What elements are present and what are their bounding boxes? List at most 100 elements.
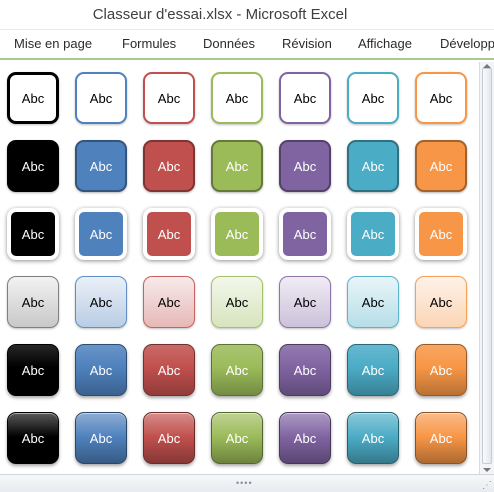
shape-style-intense-7[interactable]: Abc <box>415 344 467 396</box>
shape-style-intense-4[interactable]: Abc <box>211 344 263 396</box>
shape-style-intense-3[interactable]: Abc <box>143 344 195 396</box>
style-preview-label: Abc <box>157 158 181 174</box>
tab-affichage[interactable]: Affichage <box>358 36 412 51</box>
shape-style-outline-4[interactable]: Abc <box>211 72 263 124</box>
tab-revision[interactable]: Révision <box>282 36 332 51</box>
shape-style-subtle-gradient-1[interactable]: Abc <box>7 276 59 328</box>
style-preview-label: Abc <box>225 430 249 446</box>
shape-style-filled-white-border-5[interactable]: Abc <box>279 208 331 260</box>
style-preview-label: Abc <box>429 294 453 310</box>
style-preview-label: Abc <box>157 90 181 106</box>
shape-style-filled-bordered-4[interactable]: Abc <box>211 140 263 192</box>
style-preview-label: Abc <box>225 362 249 378</box>
style-preview-label: Abc <box>89 90 113 106</box>
shape-style-subtle-gradient-7[interactable]: Abc <box>415 276 467 328</box>
shape-style-subtle-gradient-5[interactable]: Abc <box>279 276 331 328</box>
shape-style-filled-white-border-2[interactable]: Abc <box>75 208 127 260</box>
style-preview-label: Abc <box>21 362 45 378</box>
shape-style-glossy-4[interactable]: Abc <box>211 412 263 464</box>
style-preview-label: Abc <box>429 158 453 174</box>
style-preview-label: Abc <box>225 90 249 106</box>
style-preview-label: Abc <box>361 362 385 378</box>
style-preview-label: Abc <box>361 158 385 174</box>
shape-style-subtle-gradient-3[interactable]: Abc <box>143 276 195 328</box>
style-preview-label: Abc <box>21 158 45 174</box>
style-preview-label: Abc <box>89 226 113 242</box>
style-preview-label: Abc <box>89 430 113 446</box>
shape-style-outline-5[interactable]: Abc <box>279 72 331 124</box>
ribbon-tabs: Mise en page Formules Données Révision A… <box>0 30 494 60</box>
style-preview-label: Abc <box>361 294 385 310</box>
shape-style-filled-white-border-6[interactable]: Abc <box>347 208 399 260</box>
style-preview-label: Abc <box>21 90 45 106</box>
tab-donnees[interactable]: Données <box>203 36 256 51</box>
style-preview-label: Abc <box>225 226 249 242</box>
style-preview-label: Abc <box>89 158 113 174</box>
shape-style-filled-bordered-5[interactable]: Abc <box>279 140 331 192</box>
shape-style-intense-6[interactable]: Abc <box>347 344 399 396</box>
style-preview-label: Abc <box>89 362 113 378</box>
shape-style-subtle-gradient-2[interactable]: Abc <box>75 276 127 328</box>
shape-style-outline-1[interactable]: Abc <box>7 72 59 124</box>
window-title: Classeur d'essai.xlsx - Microsoft Excel <box>92 6 348 23</box>
tab-formules[interactable]: Formules <box>122 36 177 51</box>
shape-style-filled-white-border-7[interactable]: Abc <box>415 208 467 260</box>
shape-style-filled-bordered-1[interactable]: Abc <box>7 140 59 192</box>
style-preview-label: Abc <box>293 90 317 106</box>
shape-style-filled-bordered-3[interactable]: Abc <box>143 140 195 192</box>
style-preview-label: Abc <box>429 362 453 378</box>
shape-style-filled-bordered-2[interactable]: Abc <box>75 140 127 192</box>
shape-style-intense-5[interactable]: Abc <box>279 344 331 396</box>
style-preview-label: Abc <box>157 294 181 310</box>
style-preview-label: Abc <box>225 158 249 174</box>
shape-style-glossy-7[interactable]: Abc <box>415 412 467 464</box>
shape-style-subtle-gradient-6[interactable]: Abc <box>347 276 399 328</box>
shape-style-filled-white-border-3[interactable]: Abc <box>143 208 195 260</box>
shape-style-glossy-5[interactable]: Abc <box>279 412 331 464</box>
resize-corner-icon[interactable]: ⋰ <box>482 480 492 491</box>
style-preview-label: Abc <box>429 430 453 446</box>
shape-style-filled-bordered-6[interactable]: Abc <box>347 140 399 192</box>
style-preview-label: Abc <box>429 90 453 106</box>
gallery-scrollbar[interactable] <box>479 62 494 474</box>
style-preview-label: Abc <box>361 430 385 446</box>
shape-style-gallery: Abc Abc Abc Abc Abc Abc Abc Abc Abc Abc Abc Abc Abc A… <box>0 62 479 474</box>
style-preview-label: Abc <box>21 226 45 242</box>
style-preview-label: Abc <box>157 362 181 378</box>
tab-developpeur[interactable]: Développ <box>440 36 494 51</box>
gallery-resize-grip[interactable]: •••• ⋰ <box>0 474 494 492</box>
shape-style-filled-white-border-1[interactable]: Abc <box>7 208 59 260</box>
style-preview-label: Abc <box>429 226 453 242</box>
grip-dots-icon: •••• <box>236 478 253 488</box>
style-preview-label: Abc <box>293 362 317 378</box>
style-preview-label: Abc <box>21 294 45 310</box>
shape-style-intense-1[interactable]: Abc <box>7 344 59 396</box>
shape-style-filled-bordered-7[interactable]: Abc <box>415 140 467 192</box>
scroll-up-icon[interactable] <box>483 64 491 68</box>
scrollbar-thumb[interactable] <box>482 68 492 464</box>
style-preview-label: Abc <box>293 158 317 174</box>
shape-style-outline-2[interactable]: Abc <box>75 72 127 124</box>
shape-style-glossy-6[interactable]: Abc <box>347 412 399 464</box>
style-preview-label: Abc <box>89 294 113 310</box>
tab-mise-en-page[interactable]: Mise en page <box>14 36 93 51</box>
shape-style-glossy-2[interactable]: Abc <box>75 412 127 464</box>
shape-style-subtle-gradient-4[interactable]: Abc <box>211 276 263 328</box>
shape-style-outline-6[interactable]: Abc <box>347 72 399 124</box>
style-preview-label: Abc <box>293 294 317 310</box>
shape-style-glossy-1[interactable]: Abc <box>7 412 59 464</box>
title-bar: Classeur d'essai.xlsx - Microsoft Excel <box>0 0 494 30</box>
scroll-down-icon[interactable] <box>483 468 491 472</box>
shape-style-intense-2[interactable]: Abc <box>75 344 127 396</box>
style-preview-label: Abc <box>293 430 317 446</box>
shape-style-filled-white-border-4[interactable]: Abc <box>211 208 263 260</box>
style-preview-label: Abc <box>225 294 249 310</box>
shape-style-outline-3[interactable]: Abc <box>143 72 195 124</box>
style-preview-label: Abc <box>361 90 385 106</box>
style-preview-label: Abc <box>157 430 181 446</box>
style-preview-label: Abc <box>21 430 45 446</box>
shape-style-outline-7[interactable]: Abc <box>415 72 467 124</box>
shape-style-glossy-3[interactable]: Abc <box>143 412 195 464</box>
style-preview-label: Abc <box>293 226 317 242</box>
